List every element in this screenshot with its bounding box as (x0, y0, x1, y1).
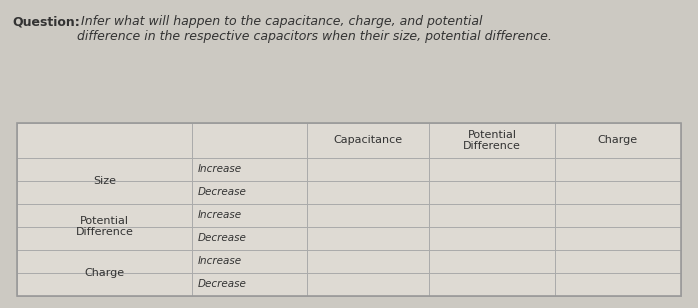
Text: Infer what will happen to the capacitance, charge, and potential
difference in t: Infer what will happen to the capacitanc… (77, 15, 551, 43)
Text: Decrease: Decrease (198, 187, 246, 197)
Text: Size: Size (94, 176, 116, 186)
Text: Charge: Charge (597, 136, 638, 145)
Text: Increase: Increase (198, 256, 242, 266)
Text: Capacitance: Capacitance (334, 136, 403, 145)
Text: Question:: Question: (13, 15, 80, 28)
Text: Potential
Difference: Potential Difference (463, 130, 521, 151)
Text: Increase: Increase (198, 164, 242, 174)
Text: Decrease: Decrease (198, 279, 246, 289)
Text: Potential
Difference: Potential Difference (76, 216, 133, 237)
Text: Decrease: Decrease (198, 233, 246, 243)
Text: Charge: Charge (84, 268, 125, 278)
Text: Increase: Increase (198, 210, 242, 220)
